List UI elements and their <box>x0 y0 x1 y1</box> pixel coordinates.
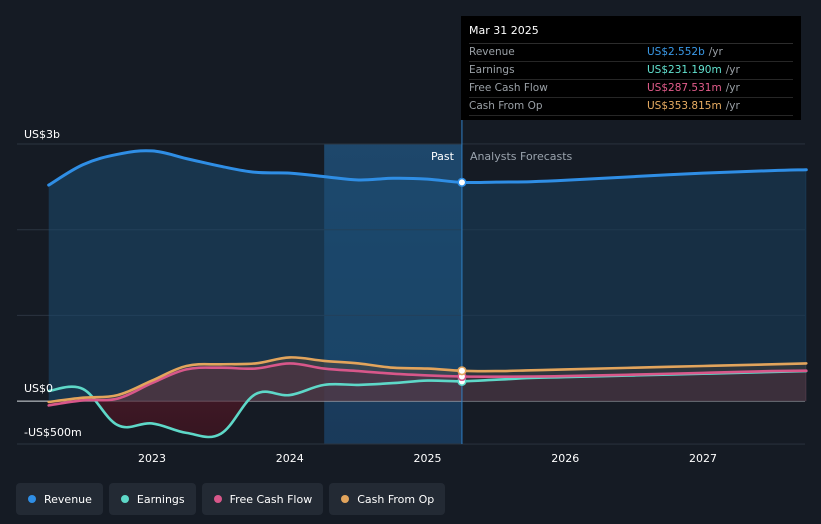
tooltip-unit: /yr <box>708 46 723 58</box>
legend: Revenue Earnings Free Cash Flow Cash Fro… <box>16 483 446 515</box>
tooltip-label: Earnings <box>469 64 515 76</box>
legend-item-revenue[interactable]: Revenue <box>16 483 103 515</box>
legend-dot-icon <box>341 495 350 503</box>
tooltip-unit: /yr <box>725 64 740 76</box>
x-tick-label: 2027 <box>689 452 717 465</box>
x-tick-label: 2023 <box>138 452 166 465</box>
legend-item-earnings[interactable]: Earnings <box>108 483 196 515</box>
tooltip-row-free-cash-flow: Free Cash Flow US$287.531m /yr <box>469 80 793 98</box>
legend-label: Cash From Op <box>357 492 435 506</box>
revenue-area <box>48 150 807 402</box>
tooltip-value: US$2.552b <box>647 46 705 58</box>
y-tick-label: -US$500m <box>24 426 82 439</box>
x-tick-label: 2026 <box>551 452 579 465</box>
tooltip-row-revenue: Revenue US$2.552b /yr <box>469 44 793 62</box>
tooltip-row-earnings: Earnings US$231.190m /yr <box>469 62 793 80</box>
revenue-marker <box>457 177 467 187</box>
legend-label: Free Cash Flow <box>229 492 313 506</box>
legend-item-free-cash-flow[interactable]: Free Cash Flow <box>201 483 324 515</box>
tooltip-value: US$287.531m <box>647 82 722 94</box>
financial-chart: US$3b US$0 -US$500m 2023 2024 2025 2026 2027 Pas… <box>17 120 808 465</box>
tooltip-value: US$231.190m <box>647 64 722 76</box>
legend-dot-icon <box>213 495 222 503</box>
revenue-line <box>47 149 808 187</box>
tooltip-unit: /yr <box>725 100 740 112</box>
legend-dot-icon <box>120 495 129 503</box>
x-tick-label: 2025 <box>414 452 442 465</box>
tooltip: Mar 31 2025 Revenue US$2.552b /yr Earnin… <box>461 16 801 120</box>
tooltip-row-cash-from-op: Cash From Op US$353.815m /yr <box>469 98 793 116</box>
tooltip-unit: /yr <box>725 82 740 94</box>
tooltip-label: Revenue <box>469 46 515 58</box>
cash-from-op-marker <box>457 366 467 376</box>
x-tick-label: 2024 <box>276 452 304 465</box>
y-tick-label: US$3b <box>24 128 60 141</box>
legend-label: Revenue <box>44 492 92 506</box>
tooltip-label: Free Cash Flow <box>469 82 548 94</box>
earnings-negative-area <box>95 401 248 437</box>
legend-item-cash-from-op[interactable]: Cash From Op <box>329 483 446 515</box>
forecast-label: Analysts Forecasts <box>470 150 573 163</box>
tooltip-value: US$353.815m <box>647 100 722 112</box>
y-tick-label: US$0 <box>24 382 53 395</box>
legend-label: Earnings <box>136 492 185 506</box>
forecast-overlay <box>461 144 805 444</box>
cash-from-op-line <box>47 356 808 404</box>
past-label: Past <box>431 150 455 163</box>
free-cash-flow-area <box>48 363 807 406</box>
free-cash-flow-line <box>47 362 808 407</box>
tooltip-date: Mar 31 2025 <box>469 23 793 44</box>
tooltip-label: Cash From Op <box>469 100 543 112</box>
legend-dot-icon <box>28 495 36 503</box>
